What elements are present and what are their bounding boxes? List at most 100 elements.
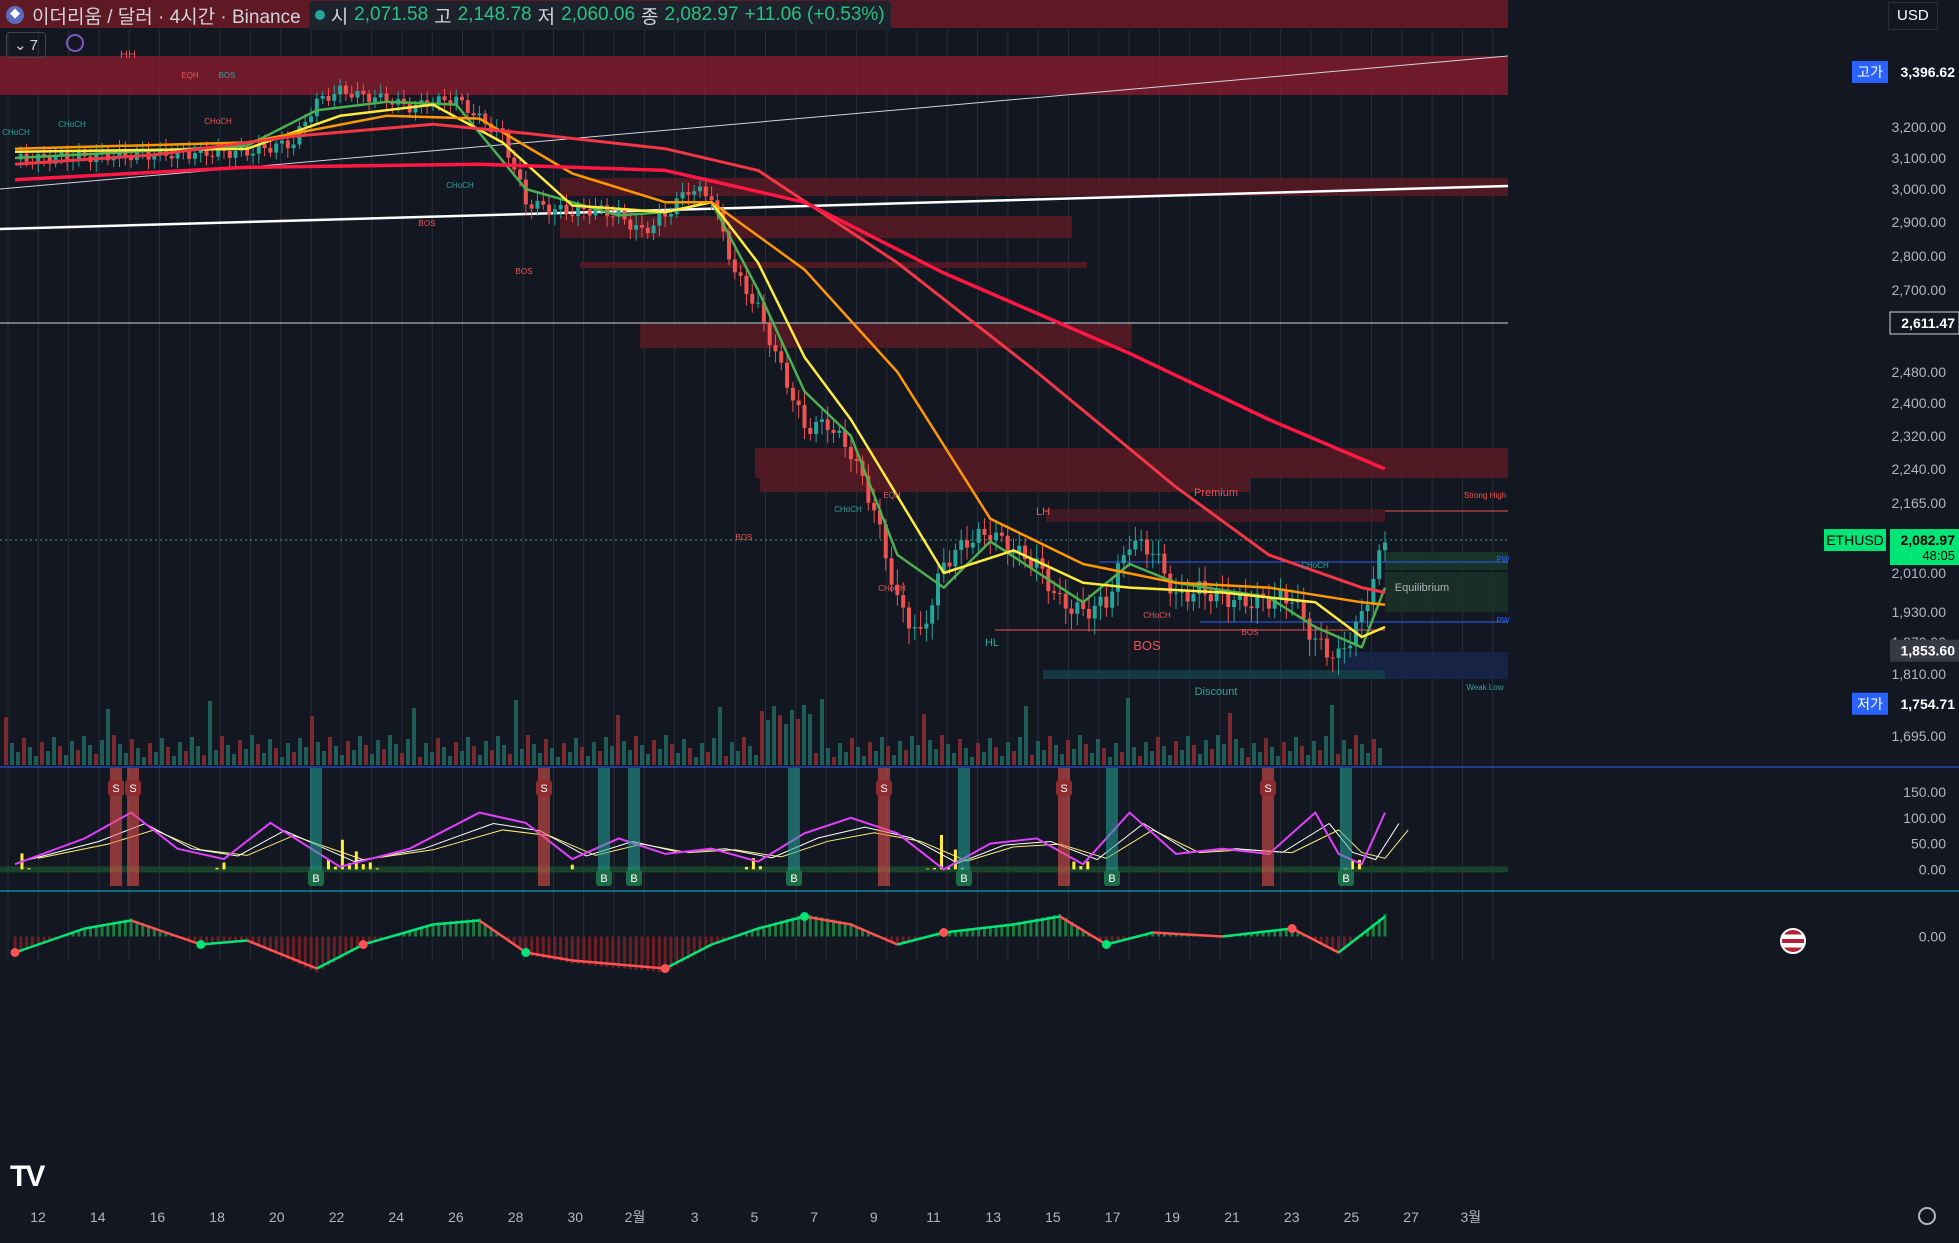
price-tick-label: 2,240.00 (1892, 461, 1947, 477)
candle-body (941, 562, 946, 574)
momentum-bar (1157, 932, 1161, 937)
sync-icon[interactable] (66, 34, 84, 52)
momentum-bar (570, 936, 574, 964)
momentum-tick-label: 0.00 (1919, 929, 1946, 945)
momentum-bar (890, 936, 894, 943)
momentum-bar (948, 931, 952, 937)
momentum-bar (1255, 932, 1259, 937)
volume-bar (838, 743, 842, 765)
candle-body (1011, 552, 1016, 554)
candle-body (535, 200, 540, 209)
oscillator-bar (27, 868, 31, 870)
momentum-bar (965, 929, 969, 937)
volume-bar (412, 708, 416, 765)
signal-column (1262, 768, 1274, 886)
momentum-bar (1348, 936, 1352, 945)
candle-body (1348, 645, 1353, 649)
candle-body (901, 595, 906, 608)
candle-body (790, 387, 795, 401)
volume-bar (748, 746, 752, 765)
volume-bar (298, 738, 302, 765)
candle-body (889, 558, 894, 585)
oscillator-bar (1079, 866, 1083, 870)
volume-bar (1324, 736, 1328, 765)
volume-bar (1156, 737, 1160, 765)
candle-body (999, 532, 1004, 536)
signal-column (310, 768, 322, 886)
momentum-bar (913, 936, 917, 941)
oscillator-bar (215, 867, 219, 870)
candle-body (251, 153, 256, 156)
volume-bar (202, 755, 206, 765)
time-tick-label: 24 (388, 1209, 404, 1225)
volume-bar (952, 753, 956, 765)
candle-body (703, 186, 708, 197)
candle-body (1301, 600, 1306, 619)
volume-bar (1372, 739, 1376, 765)
momentum-bar (483, 923, 487, 937)
candle-body (680, 192, 685, 199)
signal-badge-label: B (600, 873, 607, 885)
momentum-bar (692, 936, 696, 956)
momentum-bar (1110, 936, 1114, 944)
momentum-line-segment (200, 939, 248, 946)
signal-badge-bg (125, 780, 141, 796)
volume-bar (664, 735, 668, 765)
volume-bar (916, 745, 920, 765)
candle-body (1232, 600, 1237, 608)
volume-bar (844, 752, 848, 765)
momentum-bar (1366, 929, 1370, 937)
momentum-bar (495, 932, 499, 937)
trendline-lower (0, 184, 1509, 231)
volume-bar (706, 752, 710, 765)
symbol-title[interactable]: 이더리움 / 달러 · 4시간 · Binance (32, 6, 301, 28)
momentum-bar (820, 917, 824, 937)
momentum-bar (187, 936, 191, 941)
volume-bar (814, 753, 818, 765)
volume-bar (940, 735, 944, 765)
momentum-bar (1279, 929, 1283, 937)
oscillator-tick-label: 0.00 (1919, 861, 1946, 877)
volume-bar (526, 735, 530, 765)
volume-bar (88, 745, 92, 765)
candle-body (489, 123, 494, 133)
indicators-toggle-button[interactable]: ⌄ 7 (6, 32, 46, 58)
volume-bar (334, 746, 338, 765)
ohlc-high-label: 고 (434, 6, 452, 28)
vertical-grid (7, 30, 1494, 960)
volume-bar (646, 754, 650, 765)
price-zone (755, 448, 1508, 478)
momentum-bar (681, 936, 685, 963)
volume-bar (934, 749, 938, 765)
volume-bar (478, 755, 482, 765)
volume-bar (52, 737, 56, 765)
signal-badge-label: B (312, 873, 319, 885)
time-tick-label: 26 (448, 1209, 464, 1225)
volume-bar (376, 740, 380, 765)
currency-selector[interactable]: USD (1888, 2, 1938, 30)
volume-bar (346, 741, 350, 765)
volume-bar (718, 707, 722, 765)
volume-bar (1204, 740, 1208, 765)
momentum-bar (25, 936, 29, 950)
volume-bar (418, 757, 422, 765)
volume-bar (1222, 744, 1226, 765)
candle-body (1052, 591, 1057, 593)
volume-bar (10, 743, 14, 765)
signal-badge-bg (1056, 780, 1072, 796)
momentum-line-segment (664, 943, 713, 970)
volume-bar (262, 753, 266, 765)
price-tick-label: 2,480.00 (1892, 364, 1947, 380)
price-zone (560, 216, 1072, 238)
momentum-bar (605, 936, 609, 967)
candle-body (819, 419, 824, 422)
us-flag-icon[interactable] (1780, 928, 1806, 954)
candle-body (471, 112, 476, 116)
gear-icon[interactable] (1918, 1207, 1936, 1225)
momentum-line-segment (1106, 931, 1154, 946)
candle-body (645, 227, 650, 234)
momentum-bar (263, 936, 267, 949)
ohlc-high-value: 2,148.78 (457, 4, 532, 25)
candle-body (343, 85, 348, 94)
